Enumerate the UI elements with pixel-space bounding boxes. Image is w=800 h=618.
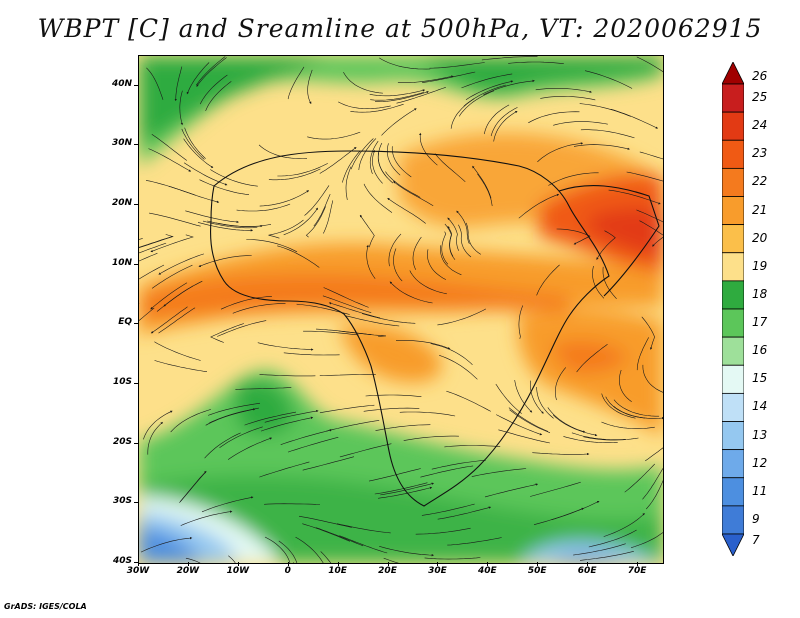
lat-tick — [134, 263, 138, 265]
legend-label: 25 — [752, 90, 768, 105]
lat-label: 40S — [112, 556, 132, 566]
legend-label: 9 — [752, 511, 760, 526]
lat-label: 30N — [111, 138, 132, 149]
lon-tick — [287, 562, 289, 566]
lat-label: EQ — [118, 317, 132, 328]
legend-label: 16 — [752, 343, 768, 358]
legend-label: 18 — [752, 286, 768, 301]
lon-label: 0 — [284, 566, 291, 576]
legend-swatch — [722, 196, 744, 226]
legend-label: 11 — [752, 483, 768, 498]
map-panel — [138, 55, 664, 564]
lat-tick — [134, 562, 138, 563]
coastline-outline — [210, 150, 660, 507]
color-legend — [722, 62, 744, 556]
lat-tick — [134, 144, 138, 146]
legend-label: 15 — [752, 371, 768, 386]
lon-label: 50E — [527, 566, 547, 576]
lat-label: 30S — [112, 496, 132, 507]
legend-label: 7 — [752, 532, 760, 547]
legend-swatch — [722, 449, 744, 479]
map-canvas — [139, 56, 663, 563]
legend-swatch — [722, 62, 744, 85]
legend-label: 23 — [752, 146, 768, 161]
lon-label: 10W — [226, 566, 250, 576]
legend-swatch — [722, 252, 744, 282]
lon-tick — [387, 562, 389, 566]
lon-label: 20W — [176, 566, 200, 576]
lon-label: 60E — [577, 566, 597, 576]
lon-tick — [437, 562, 439, 566]
legend-swatch — [722, 111, 744, 141]
legend-label: 24 — [752, 118, 768, 133]
map-title: WBPT [C] and Sreamline at 500hPa, VT: 20… — [37, 14, 763, 43]
lat-label: 10N — [111, 257, 132, 268]
lat-tick — [134, 323, 138, 325]
lat-label: 10S — [112, 377, 132, 388]
lon-label: 70E — [627, 566, 647, 576]
legend-label: 26 — [752, 69, 768, 84]
legend-label: 21 — [752, 202, 768, 217]
legend-label: 12 — [752, 455, 768, 470]
legend-swatch — [722, 392, 744, 422]
lon-tick — [637, 562, 639, 566]
lon-tick — [138, 562, 139, 566]
lon-tick — [237, 562, 239, 566]
lon-tick — [587, 562, 589, 566]
streamlines — [139, 56, 663, 563]
lon-label: 30E — [428, 566, 447, 576]
legend-swatch — [722, 364, 744, 394]
lat-tick — [134, 502, 138, 504]
legend-swatch — [722, 336, 744, 366]
lat-tick — [134, 204, 138, 206]
legend-label: 22 — [752, 174, 768, 189]
lon-tick — [187, 562, 189, 566]
legend-label: 13 — [752, 427, 768, 442]
legend-label: 20 — [752, 230, 768, 245]
legend-swatch — [722, 308, 744, 338]
legend-swatch — [722, 167, 744, 197]
legend-swatch — [722, 83, 744, 113]
legend-swatch — [722, 421, 744, 451]
lon-label: 20E — [378, 566, 397, 576]
lat-tick — [134, 383, 138, 385]
lon-tick — [487, 562, 489, 566]
lon-tick — [337, 562, 339, 566]
legend-swatch — [722, 224, 744, 254]
legend-label: 19 — [752, 258, 768, 273]
legend-label: 14 — [752, 399, 768, 414]
lon-label: 30W — [126, 566, 150, 576]
lat-label: 20N — [111, 198, 132, 209]
lon-label: 10E — [328, 566, 347, 576]
lat-label: 40N — [111, 78, 132, 89]
legend-swatch — [722, 533, 744, 556]
lon-label: 40E — [477, 566, 497, 576]
legend-swatch — [722, 505, 744, 535]
legend-swatch — [722, 139, 744, 169]
legend-swatch — [722, 477, 744, 507]
wbpt-shading — [139, 56, 663, 563]
lon-tick — [537, 562, 539, 566]
legend-label: 17 — [752, 315, 768, 330]
lat-label: 20S — [112, 436, 132, 447]
lat-tick — [134, 442, 138, 444]
legend-swatch — [722, 280, 744, 310]
footer-credit: GrADS: IGES/COLA — [4, 602, 87, 611]
lat-tick — [134, 84, 138, 86]
